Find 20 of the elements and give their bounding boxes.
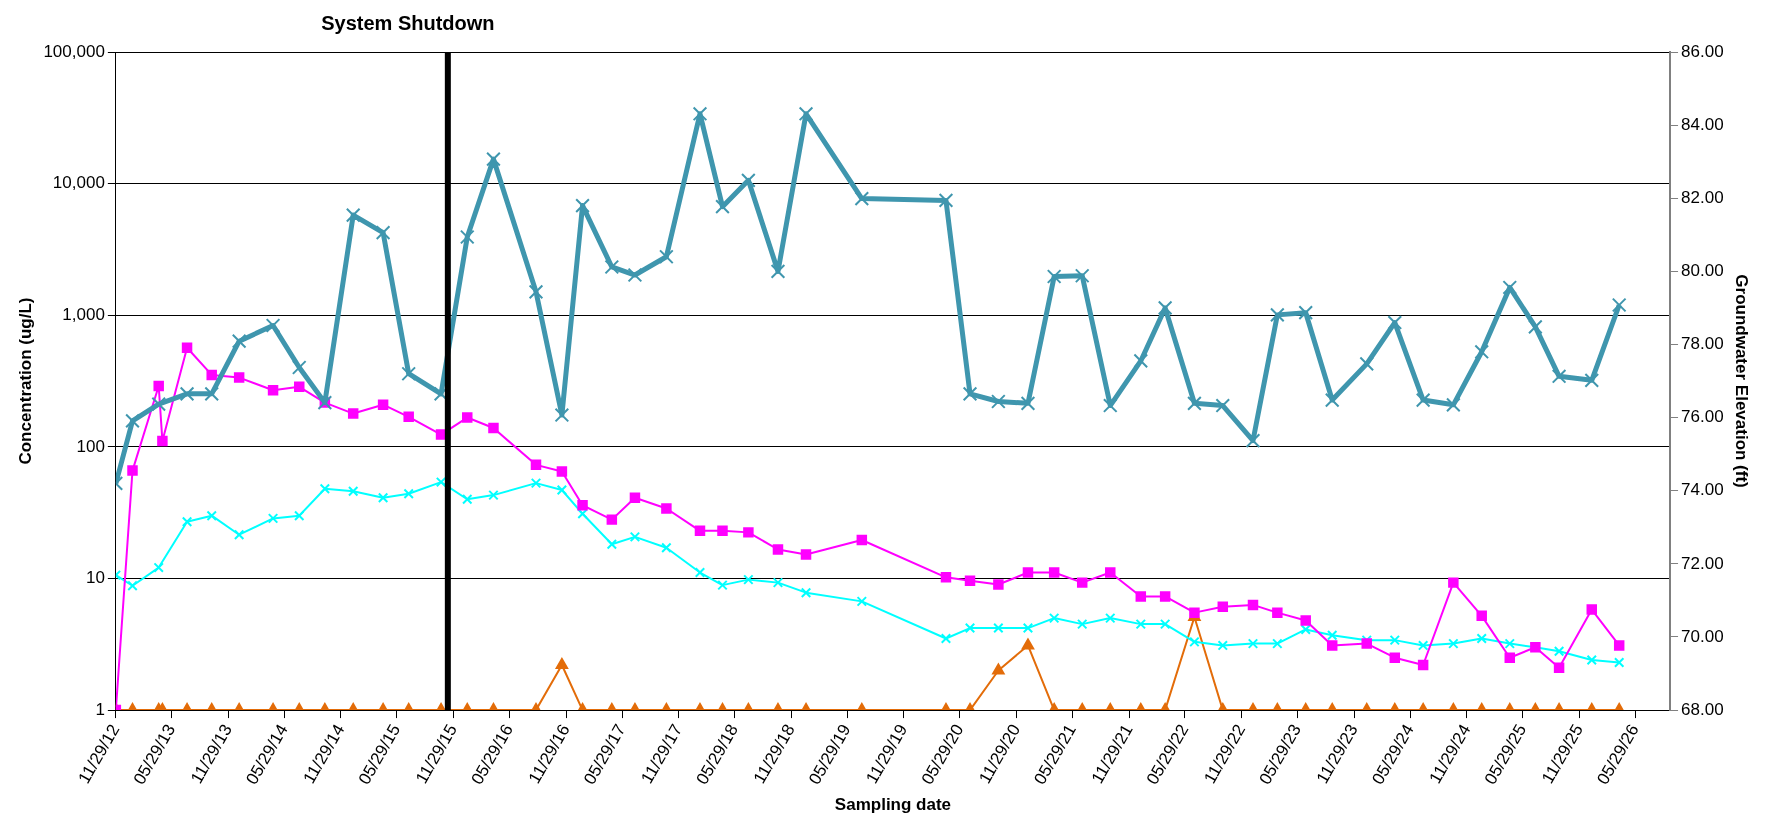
y-tick-label: 100,000 (43, 41, 105, 61)
y-tick-label: 1,000 (62, 304, 105, 324)
y2-tick-label: 72.00 (1681, 553, 1724, 573)
y2-tick-label: 84.00 (1681, 114, 1724, 134)
x-axis-title: Sampling date (834, 795, 952, 815)
y2-tick-label: 76.00 (1681, 407, 1724, 427)
y-tick-label: 100 (76, 436, 105, 456)
y-tick-label: 10,000 (52, 173, 105, 193)
y2-tick-label: 74.00 (1681, 480, 1724, 500)
y2-tick-label: 82.00 (1681, 187, 1724, 207)
y2-axis-title: Groundwater Elevation (ft) (1732, 274, 1752, 488)
y-tick-label: 1 (95, 699, 105, 719)
y2-tick-label: 78.00 (1681, 334, 1724, 354)
y2-tick-label: 86.00 (1681, 41, 1724, 61)
y2-tick-label: 70.00 (1681, 626, 1724, 646)
y-tick-label: 10 (85, 568, 105, 588)
y2-tick-label: 68.00 (1681, 699, 1724, 719)
y-axis-title: Concentration (ug/L) (15, 297, 35, 465)
y2-tick-label: 80.00 (1681, 261, 1724, 281)
ref-line-label: System Shutdown (321, 11, 495, 34)
